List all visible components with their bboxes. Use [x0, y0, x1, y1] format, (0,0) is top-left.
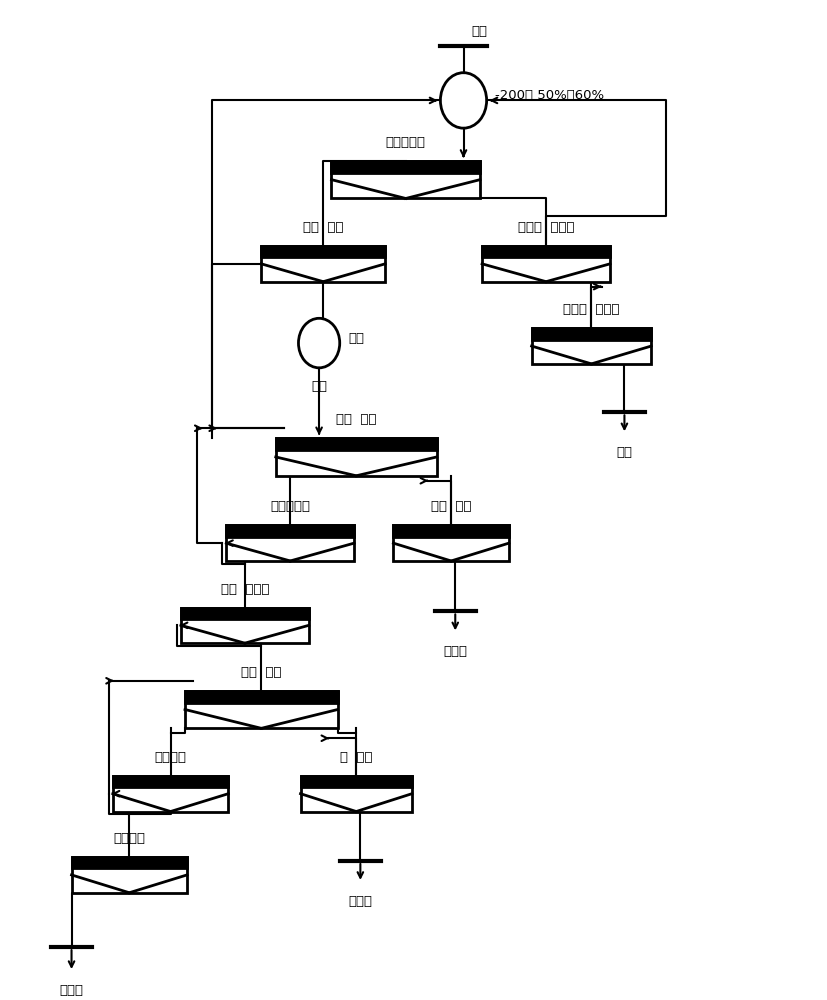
Bar — [300, 776, 412, 787]
Bar — [393, 525, 509, 561]
Bar — [184, 691, 337, 728]
Text: 全混浮粗选: 全混浮粗选 — [385, 136, 425, 149]
Text: 铅硫  粗选: 铅硫 粗选 — [336, 413, 376, 426]
Bar — [481, 246, 609, 257]
Text: 铅  扫选: 铅 扫选 — [340, 751, 372, 764]
Bar — [180, 608, 308, 643]
Bar — [226, 525, 354, 537]
Bar — [331, 161, 480, 173]
Bar — [531, 328, 651, 364]
Text: 铅精选二: 铅精选二 — [113, 832, 145, 845]
Bar — [112, 776, 228, 812]
Bar — [184, 691, 337, 703]
Text: 硫精矿: 硫精矿 — [348, 895, 372, 908]
Bar — [300, 776, 412, 812]
Bar — [393, 525, 509, 537]
Text: 尾矿: 尾矿 — [615, 446, 632, 459]
Text: 再磨: 再磨 — [347, 332, 364, 345]
Text: -200目 50%～60%: -200目 50%～60% — [495, 89, 603, 102]
Text: 铅硫  分离: 铅硫 分离 — [241, 666, 281, 679]
Text: 原矿: 原矿 — [471, 25, 487, 38]
Bar — [331, 161, 480, 198]
Text: 铅精选一: 铅精选一 — [155, 751, 186, 764]
Bar — [71, 857, 187, 868]
Text: 空白  精选: 空白 精选 — [303, 221, 343, 234]
Text: 铅硫  精选二: 铅硫 精选二 — [220, 583, 269, 596]
Text: 脱杂: 脱杂 — [311, 380, 327, 393]
Bar — [275, 438, 436, 476]
Bar — [71, 857, 187, 893]
Text: 全混浮  扫选一: 全混浮 扫选一 — [517, 221, 574, 234]
Bar — [261, 246, 385, 282]
Bar — [226, 525, 354, 561]
Text: 铅精矿: 铅精矿 — [60, 984, 84, 997]
Bar — [531, 328, 651, 340]
Bar — [180, 608, 308, 619]
Bar — [275, 438, 436, 450]
Bar — [481, 246, 609, 282]
Text: 锌精矿: 锌精矿 — [442, 645, 466, 658]
Text: 铅硫精选一: 铅硫精选一 — [270, 500, 310, 513]
Bar — [261, 246, 385, 257]
Bar — [112, 776, 228, 787]
Text: 全混浮  扫选二: 全混浮 扫选二 — [562, 303, 619, 316]
Text: 铅硫  扫选: 铅硫 扫选 — [430, 500, 471, 513]
